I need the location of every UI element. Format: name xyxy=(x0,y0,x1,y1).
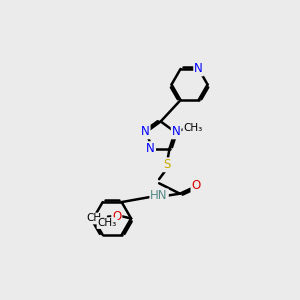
Text: CH₃: CH₃ xyxy=(87,214,106,224)
Text: S: S xyxy=(164,158,171,171)
Text: N: N xyxy=(141,125,150,138)
Text: N: N xyxy=(172,125,181,138)
Text: O: O xyxy=(112,210,122,223)
Text: HN: HN xyxy=(150,190,168,202)
Text: CH₃: CH₃ xyxy=(98,218,117,228)
Text: N: N xyxy=(146,142,155,155)
Text: N: N xyxy=(194,62,203,75)
Text: O: O xyxy=(191,179,201,192)
Text: CH₃: CH₃ xyxy=(183,123,202,134)
